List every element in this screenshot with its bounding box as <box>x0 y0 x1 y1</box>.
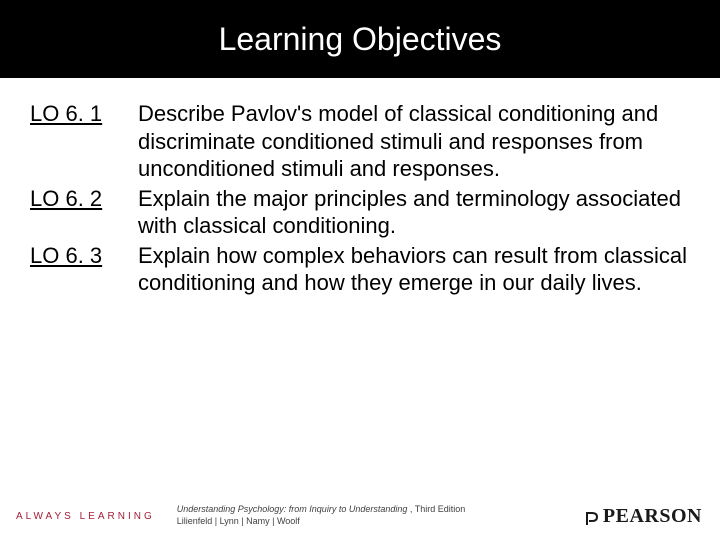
objective-text: Explain the major principles and termino… <box>138 185 690 242</box>
slide-title: Learning Objectives <box>219 21 502 58</box>
objective-row: LO 6. 1 Describe Pavlov's model of class… <box>30 100 690 185</box>
objective-label: LO 6. 3 <box>30 242 138 299</box>
objective-label: LO 6. 1 <box>30 100 138 185</box>
always-learning-tagline: ALWAYS LEARNING <box>16 511 155 522</box>
credits: Understanding Psychology: from Inquiry t… <box>155 504 585 527</box>
objectives-list: LO 6. 1 Describe Pavlov's model of class… <box>30 100 690 299</box>
title-bar: Learning Objectives <box>0 0 720 78</box>
edition-text: , Third Edition <box>410 504 465 514</box>
footer: ALWAYS LEARNING Understanding Psychology… <box>0 492 720 540</box>
content-area: LO 6. 1 Describe Pavlov's model of class… <box>30 100 690 299</box>
book-title: Understanding Psychology: from Inquiry t… <box>177 504 410 514</box>
objective-text: Explain how complex behaviors can result… <box>138 242 690 299</box>
pearson-text: PEARSON <box>603 505 702 528</box>
objective-row: LO 6. 2 Explain the major principles and… <box>30 185 690 242</box>
slide: Learning Objectives LO 6. 1 Describe Pav… <box>0 0 720 540</box>
pearson-mark-icon <box>585 509 599 523</box>
authors: Lilienfeld | Lynn | Namy | Woolf <box>177 516 300 526</box>
objective-row: LO 6. 3 Explain how complex behaviors ca… <box>30 242 690 299</box>
pearson-logo: PEARSON <box>585 505 702 528</box>
objective-text: Describe Pavlov's model of classical con… <box>138 100 690 185</box>
objective-label: LO 6. 2 <box>30 185 138 242</box>
